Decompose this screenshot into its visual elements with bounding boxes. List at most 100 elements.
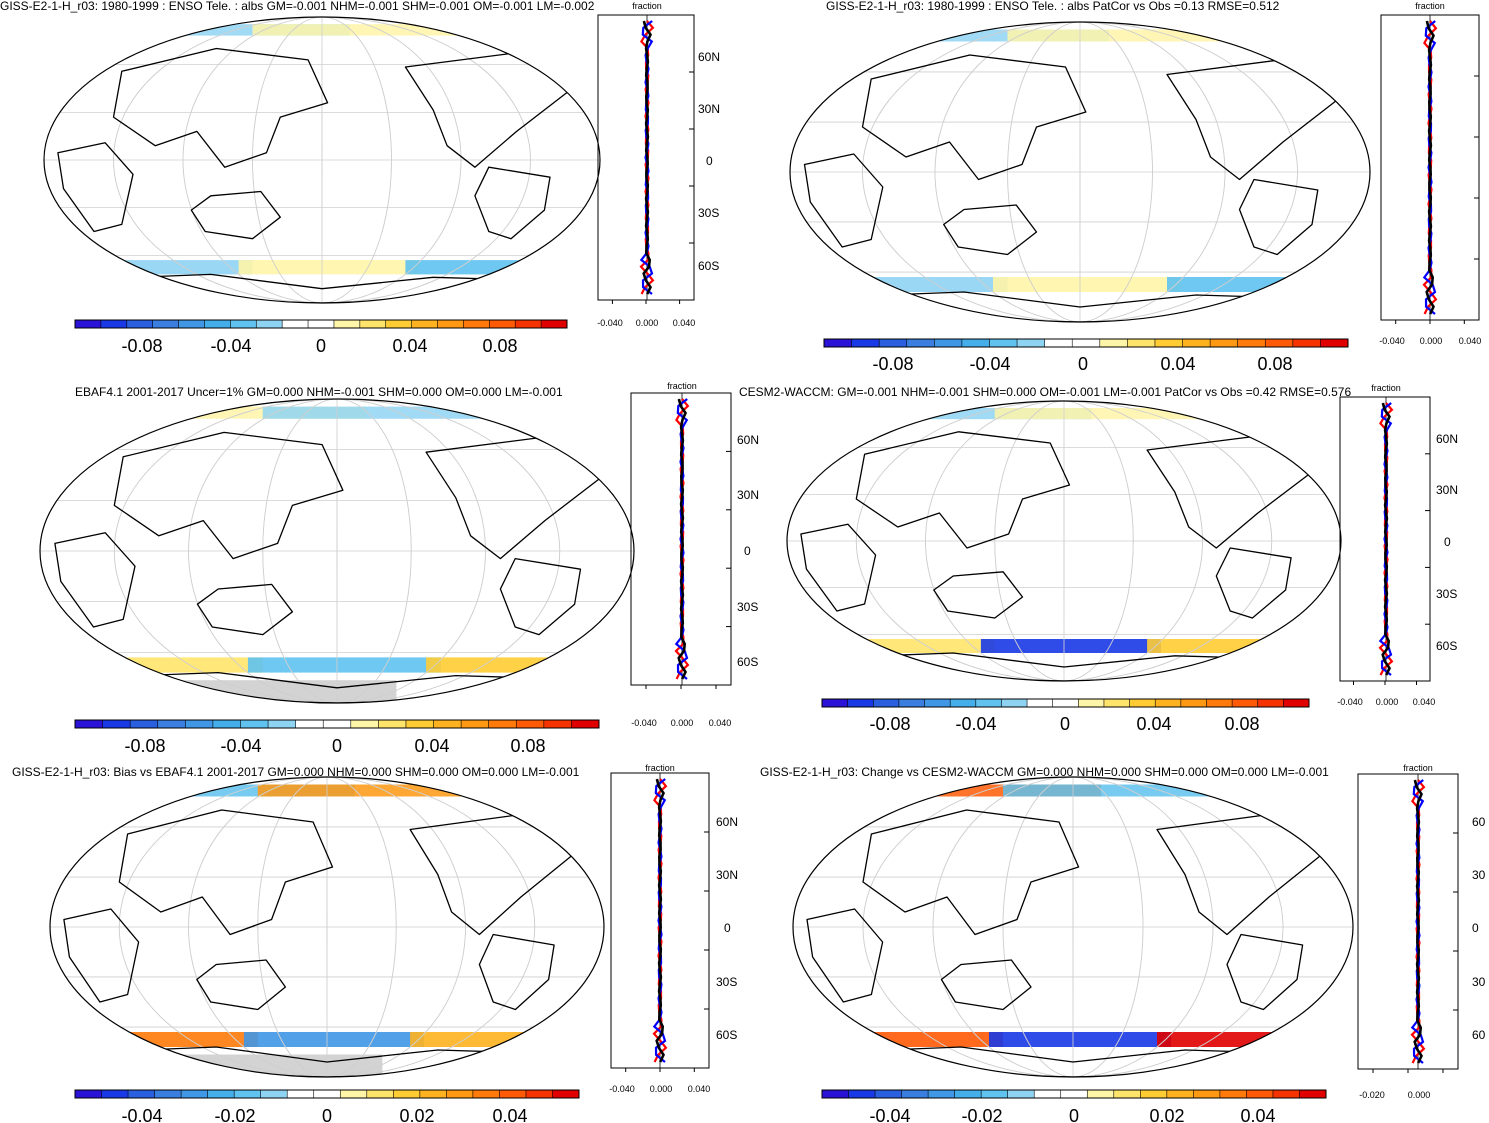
map-coastline-africa — [800, 523, 877, 612]
colorbar-cell — [1180, 699, 1207, 707]
panel-4-cb-label-5: 0.08 — [1224, 714, 1259, 734]
panel-6-profile-xtick-1: -0.020 — [1359, 1090, 1385, 1100]
map-coastline-antarctic — [841, 652, 1273, 681]
panel-3-map — [39, 398, 635, 704]
map-coastline-asia — [855, 431, 1071, 549]
colorbar-outline — [74, 1089, 580, 1099]
colorbar-cell — [981, 1090, 1009, 1098]
map-missing-data-area — [129, 680, 397, 703]
colorbar-cell — [525, 1090, 553, 1098]
panel-1-map — [43, 16, 601, 304]
panel-6: GISS-E2-1-H_r03: Change vs CESM2-WACCM G… — [760, 763, 1486, 1123]
panel-1-lat-30n: 30N — [698, 102, 720, 116]
panel-6-lat-30n: 30 — [1472, 868, 1486, 882]
map-gridline-lon — [994, 401, 1134, 681]
map-coastline-africa — [806, 908, 884, 1003]
colorbar-cell — [848, 1090, 876, 1098]
colorbar-cell — [924, 699, 951, 707]
panel-3-profile-xtick-3: 0.040 — [709, 718, 732, 728]
panel-6-lat-60n: 60 — [1472, 815, 1486, 829]
panel-5-cb-label-2: -0.02 — [214, 1106, 255, 1123]
colorbar-cell — [340, 1090, 368, 1098]
colorbar-cell — [178, 320, 205, 328]
colorbar-cell — [516, 720, 545, 728]
panel-6-profile-xtick-2: 0.000 — [1408, 1090, 1431, 1100]
panel-5: GISS-E2-1-H_r03: Bias vs EBAF4.1 2001-20… — [12, 763, 738, 1123]
panel-5-profile-xtick-2: 0.000 — [650, 1084, 673, 1094]
colorbar-cell — [847, 699, 874, 707]
colorbar-outline — [74, 319, 568, 329]
panel-4-cb-label-1: -0.08 — [869, 714, 910, 734]
colorbar-cell — [287, 1090, 315, 1098]
colorbar-cell — [433, 720, 462, 728]
colorbar-cell — [489, 320, 516, 328]
colorbar-cell — [204, 320, 231, 328]
panel-3-lat-60s: 60S — [737, 655, 758, 669]
panel-1-profile-xtick-1: -0.040 — [597, 318, 623, 328]
map-anomaly-band-south — [69, 657, 263, 673]
colorbar-cell — [822, 699, 849, 707]
colorbar-cell — [543, 720, 572, 728]
colorbar-cell — [463, 320, 490, 328]
panel-2-profile-xtick-3: 0.040 — [1459, 336, 1482, 346]
colorbar-cell — [989, 339, 1018, 347]
colorbar-cell — [1078, 699, 1105, 707]
panel-4-lat-60s: 60S — [1436, 639, 1457, 653]
colorbar-outline — [74, 719, 600, 729]
colorbar-cell — [378, 720, 407, 728]
panel-3-profile — [630, 392, 732, 689]
colorbar-outline — [823, 338, 1349, 348]
colorbar-cell — [1099, 339, 1128, 347]
panel-3-cb-label-5: 0.08 — [510, 736, 545, 756]
panel-1-profile-xtick-2: 0.000 — [636, 318, 659, 328]
colorbar-cell — [152, 320, 179, 328]
colorbar-cell — [446, 1090, 474, 1098]
map-coastline-australia — [943, 204, 1038, 256]
panel-5-cb-label-5: 0.04 — [492, 1106, 527, 1123]
colorbar-outline — [821, 1089, 1327, 1099]
colorbar-cell — [157, 720, 186, 728]
colorbar-cell — [185, 720, 214, 728]
colorbar-cell — [1193, 1090, 1221, 1098]
colorbar-cell — [901, 1090, 929, 1098]
colorbar-cell — [313, 1090, 341, 1098]
colorbar-cell — [154, 1090, 182, 1098]
panel-2-map — [789, 21, 1371, 323]
colorbar-cell — [1072, 339, 1101, 347]
panel-5-profile-xtick-1: -0.040 — [609, 1084, 635, 1094]
panel-6-cb-label-3: 0 — [1069, 1106, 1079, 1123]
colorbar-cell — [308, 320, 335, 328]
panel-1-lat-60s: 60S — [698, 259, 719, 273]
panel-1-title: GISS-E2-1-H_r03: 1980-1999 : ENSO Tele. … — [0, 0, 595, 13]
panel-2-profile-xtick-1: -0.040 — [1379, 336, 1405, 346]
colorbar-cell — [1113, 1090, 1141, 1098]
map-gridline-lon — [934, 22, 1226, 322]
map-clip-group — [40, 399, 634, 703]
map-missing-data-area — [133, 1054, 383, 1077]
map-gridline-lon — [188, 399, 486, 703]
map-gridline-lon — [257, 777, 397, 1077]
panel-3-lat-30n: 30N — [737, 488, 759, 502]
map-border — [792, 776, 1354, 1078]
panel-5-cb-label-4: 0.02 — [399, 1106, 434, 1123]
map-gridline-lon — [932, 777, 1214, 1077]
panel-1-colorbar — [74, 319, 568, 329]
colorbar-cell — [851, 339, 880, 347]
panel-4-cb-label-4: 0.04 — [1136, 714, 1171, 734]
panel-4-profile — [1339, 396, 1431, 685]
colorbar-cell — [1272, 1090, 1300, 1098]
panel-3-cb-label-4: 0.04 — [414, 736, 449, 756]
map-gridline-lon — [1007, 22, 1153, 322]
colorbar-cell — [1219, 1090, 1247, 1098]
colorbar-cell — [541, 320, 568, 328]
colorbar-cell — [212, 720, 241, 728]
panel-4-lat-0: 0 — [1444, 535, 1451, 549]
panel-2-cb-label-1: -0.08 — [872, 354, 913, 374]
colorbar-cell — [1017, 339, 1046, 347]
panel-6-lat-30s: 30 — [1472, 975, 1486, 989]
panel-1-cb-label-5: 0.08 — [482, 336, 517, 356]
map-gridline-lon — [1002, 777, 1144, 1077]
panel-1-cb-label-2: -0.04 — [210, 336, 251, 356]
colorbar-outline — [821, 698, 1310, 708]
panel-3-title: EBAF4.1 2001-2017 Uncer=1% GM=0.000 NHM=… — [75, 385, 563, 399]
